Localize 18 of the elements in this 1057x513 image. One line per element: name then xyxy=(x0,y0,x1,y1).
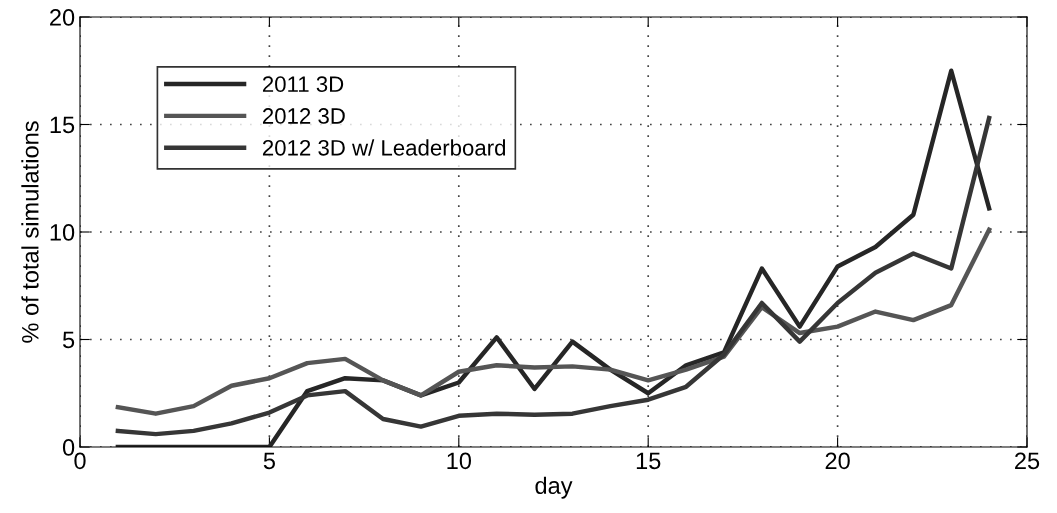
x-tick-label: 15 xyxy=(636,452,661,470)
y-tick-label: 20 xyxy=(50,9,75,26)
y-tick-label: 10 xyxy=(50,224,75,241)
line-series xyxy=(115,68,992,447)
legend-label: 2011 3D xyxy=(262,76,344,93)
y-tick-label: 15 xyxy=(50,116,75,134)
x-tick-label: 0 xyxy=(74,452,86,470)
x-tick-label: 25 xyxy=(1015,452,1040,470)
line-series xyxy=(115,227,992,416)
x-axis-title: day xyxy=(535,476,573,499)
y-tick-label: 0 xyxy=(62,439,75,456)
x-tick-label: 10 xyxy=(447,452,472,470)
x-tick-label: 5 xyxy=(263,452,275,470)
legend-label: 2012 3D xyxy=(262,108,345,124)
legend-label: 2012 3D w/ Leaderboard xyxy=(262,139,506,156)
y-axis-title: % of total simulations xyxy=(21,121,39,343)
x-tick-label: 20 xyxy=(825,452,850,470)
y-tick-label: 5 xyxy=(62,331,75,349)
